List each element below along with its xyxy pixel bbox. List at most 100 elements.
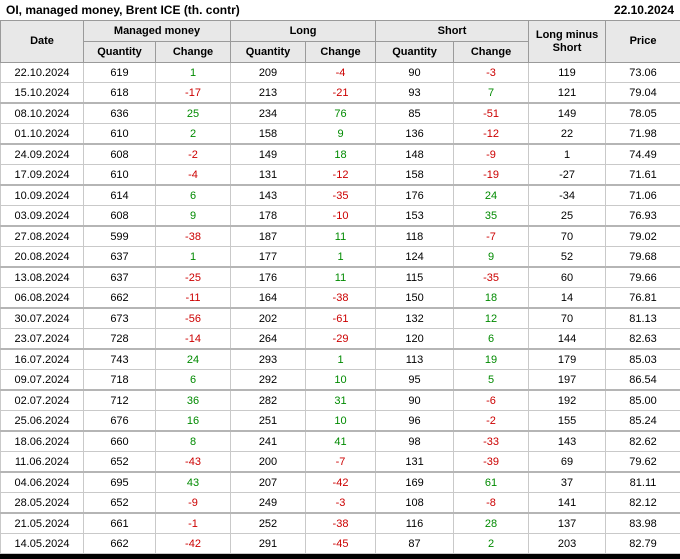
mm-quantity-cell: 660 — [84, 431, 156, 452]
price-cell: 85.03 — [606, 349, 680, 370]
mm-change-cell: -38 — [156, 226, 231, 247]
short-quantity-cell: 96 — [376, 411, 454, 432]
table-header: Date Managed money Long Short Long minus… — [1, 21, 680, 63]
mm-change-cell: 1 — [156, 63, 231, 83]
mm-quantity-cell: 728 — [84, 329, 156, 350]
subheader-mm-quantity: Quantity — [84, 42, 156, 63]
long-quantity-cell: 202 — [231, 308, 306, 329]
date-cell: 30.07.2024 — [1, 308, 84, 329]
long-minus-short-cell: 144 — [529, 329, 606, 350]
price-cell: 85.24 — [606, 411, 680, 432]
mm-change-cell: -2 — [156, 144, 231, 165]
short-quantity-cell: 132 — [376, 308, 454, 329]
long-change-cell: -61 — [306, 308, 376, 329]
long-change-cell: -3 — [306, 493, 376, 514]
long-change-cell: -12 — [306, 165, 376, 186]
date-cell: 13.08.2024 — [1, 267, 84, 288]
short-change-cell: -6 — [454, 390, 529, 411]
long-change-cell: 1 — [306, 349, 376, 370]
mm-quantity-cell: 636 — [84, 103, 156, 124]
mm-quantity-cell: 610 — [84, 124, 156, 145]
mm-change-cell: 1 — [156, 247, 231, 268]
mm-change-cell: -9 — [156, 493, 231, 514]
date-cell: 17.09.2024 — [1, 165, 84, 186]
long-change-cell: 41 — [306, 431, 376, 452]
short-quantity-cell: 124 — [376, 247, 454, 268]
oi-table: Date Managed money Long Short Long minus… — [0, 20, 680, 554]
short-change-cell: 12 — [454, 308, 529, 329]
long-change-cell: -7 — [306, 452, 376, 473]
long-quantity-cell: 252 — [231, 513, 306, 534]
price-cell: 74.49 — [606, 144, 680, 165]
mm-quantity-cell: 676 — [84, 411, 156, 432]
subheader-long-change: Change — [306, 42, 376, 63]
date-cell: 28.05.2024 — [1, 493, 84, 514]
short-quantity-cell: 90 — [376, 390, 454, 411]
price-cell: 86.54 — [606, 370, 680, 391]
price-cell: 76.81 — [606, 288, 680, 309]
long-quantity-cell: 213 — [231, 83, 306, 104]
mm-change-cell: 24 — [156, 349, 231, 370]
mm-quantity-cell: 619 — [84, 63, 156, 83]
long-quantity-cell: 178 — [231, 206, 306, 227]
price-cell: 71.61 — [606, 165, 680, 186]
mm-change-cell: 2 — [156, 124, 231, 145]
long-quantity-cell: 207 — [231, 472, 306, 493]
long-change-cell: 11 — [306, 267, 376, 288]
mm-change-cell: 16 — [156, 411, 231, 432]
short-quantity-cell: 95 — [376, 370, 454, 391]
mm-change-cell: -17 — [156, 83, 231, 104]
date-cell: 14.05.2024 — [1, 534, 84, 554]
price-cell: 81.13 — [606, 308, 680, 329]
short-quantity-cell: 98 — [376, 431, 454, 452]
short-change-cell: 61 — [454, 472, 529, 493]
mm-quantity-cell: 608 — [84, 144, 156, 165]
mm-quantity-cell: 599 — [84, 226, 156, 247]
header-price: Price — [606, 21, 680, 63]
long-minus-short-cell: 52 — [529, 247, 606, 268]
title-bar: OI, managed money, Brent ICE (th. contr)… — [0, 0, 680, 20]
price-cell: 79.02 — [606, 226, 680, 247]
date-cell: 23.07.2024 — [1, 329, 84, 350]
short-quantity-cell: 158 — [376, 165, 454, 186]
short-change-cell: -19 — [454, 165, 529, 186]
report-date: 22.10.2024 — [614, 3, 674, 17]
long-minus-short-cell: -27 — [529, 165, 606, 186]
long-change-cell: 10 — [306, 411, 376, 432]
long-minus-short-cell: 137 — [529, 513, 606, 534]
mm-change-cell: 6 — [156, 370, 231, 391]
long-change-cell: 1 — [306, 247, 376, 268]
long-quantity-cell: 200 — [231, 452, 306, 473]
long-quantity-cell: 251 — [231, 411, 306, 432]
date-cell: 27.08.2024 — [1, 226, 84, 247]
price-cell: 82.79 — [606, 534, 680, 554]
mm-quantity-cell: 608 — [84, 206, 156, 227]
long-minus-short-cell: 192 — [529, 390, 606, 411]
mm-change-cell: -56 — [156, 308, 231, 329]
subheader-short-quantity: Quantity — [376, 42, 454, 63]
long-change-cell: 9 — [306, 124, 376, 145]
short-quantity-cell: 150 — [376, 288, 454, 309]
long-change-cell: 11 — [306, 226, 376, 247]
short-quantity-cell: 136 — [376, 124, 454, 145]
date-cell: 22.10.2024 — [1, 63, 84, 83]
long-minus-short-cell: 141 — [529, 493, 606, 514]
mm-quantity-cell: 662 — [84, 534, 156, 554]
long-quantity-cell: 149 — [231, 144, 306, 165]
short-change-cell: -3 — [454, 63, 529, 83]
mm-quantity-cell: 695 — [84, 472, 156, 493]
short-quantity-cell: 131 — [376, 452, 454, 473]
price-cell: 78.05 — [606, 103, 680, 124]
mm-quantity-cell: 614 — [84, 185, 156, 206]
price-cell: 82.63 — [606, 329, 680, 350]
